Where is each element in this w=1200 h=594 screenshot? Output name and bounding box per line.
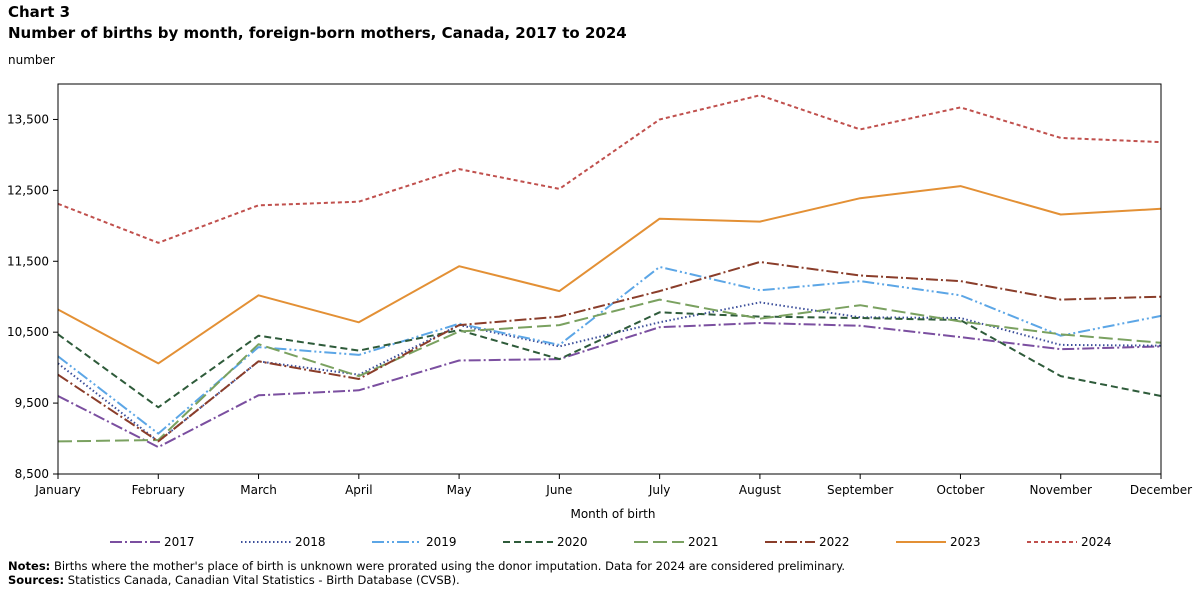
x-tick-label: June [545,483,572,497]
series-line-2021 [57,298,1162,443]
series-line-2018 [57,301,1162,443]
legend: 2017 2018 2019 2020 2021 2022 2023 2024 [110,535,1112,549]
y-tick-label: 11,500 [7,254,49,268]
plot-area-frame [57,83,1162,475]
legend-label-2024: 2024 [1081,535,1112,549]
y-tick-label: 9,500 [15,396,49,410]
y-axis-unit-label: number [8,53,55,67]
notes-label: Notes: [8,559,51,573]
y-tick-label: 8,500 [15,467,49,481]
legend-label-2017: 2017 [164,535,195,549]
notes-line: Notes: Births where the mother's place o… [8,559,845,573]
y-tick-label: 12,500 [7,183,49,197]
series-line-2019 [57,265,1162,435]
x-tick-label: January [34,483,81,497]
x-tick-label: July [648,483,671,497]
legend-label-2020: 2020 [557,535,588,549]
x-tick-label: October [936,483,984,497]
series-line-2024 [57,94,1162,244]
x-tick-label: September [827,483,893,497]
sources-text: Statistics Canada, Canadian Vital Statis… [67,573,460,587]
sources-label: Sources: [8,573,65,587]
legend-label-2019: 2019 [426,535,457,549]
y-tick-label: 10,500 [7,325,49,339]
x-axis-title: Month of birth [570,507,655,521]
series-line-2020 [57,311,1162,409]
x-tick-label: March [240,483,277,497]
x-tick-label: November [1030,483,1092,497]
x-tick-label: August [739,483,781,497]
sources-line: Sources: Statistics Canada, Canadian Vit… [8,573,845,587]
series-line-2017 [57,322,1162,449]
notes-text: Births where the mother's place of birth… [53,559,846,573]
chart-title: Number of births by month, foreign-born … [8,24,627,42]
chart-number: Chart 3 [8,3,71,21]
x-tick-label: December [1130,483,1192,497]
legend-label-2018: 2018 [295,535,326,549]
legend-label-2023: 2023 [950,535,981,549]
x-tick-label: April [345,483,372,497]
y-axis: 8,500 9,500 10,500 11,500 12,500 13,500 [7,112,58,481]
legend-label-2022: 2022 [819,535,850,549]
series-line-2022 [57,261,1162,443]
legend-label-2021: 2021 [688,535,719,549]
series-group [57,94,1162,449]
x-axis: January February March April May June July Augu… [34,474,1192,497]
series-line-2023 [57,185,1162,365]
x-tick-label: February [132,483,185,497]
y-tick-label: 13,500 [7,112,49,126]
x-tick-label: May [447,483,472,497]
footnotes: Notes: Births where the mother's place o… [8,559,845,587]
